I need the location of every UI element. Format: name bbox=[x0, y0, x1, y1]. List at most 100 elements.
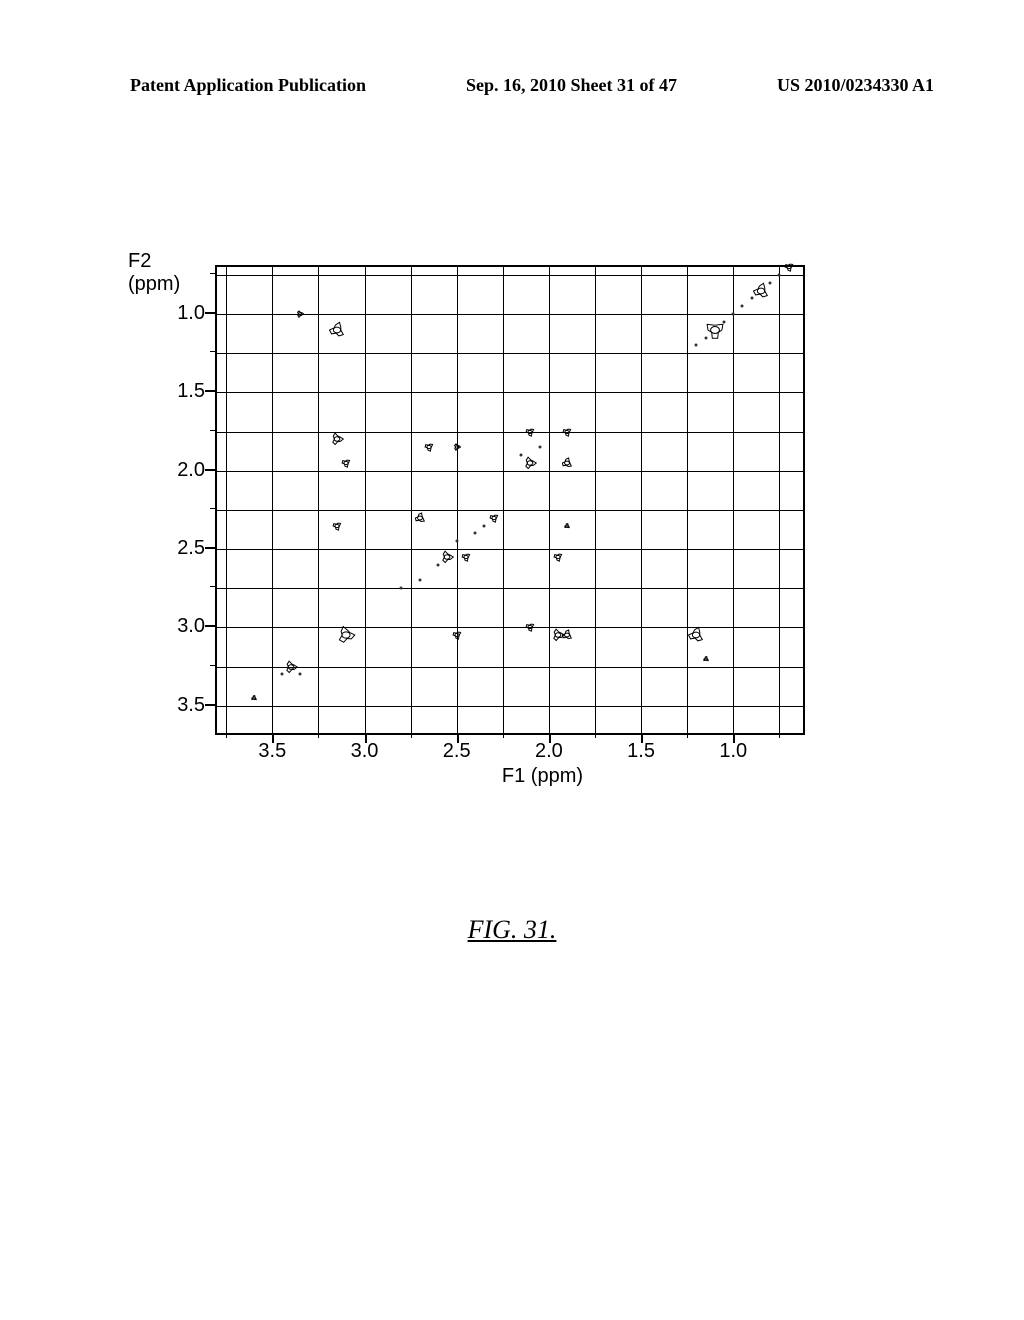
nmr-cross-peak bbox=[453, 443, 461, 451]
nmr-trail-point bbox=[704, 336, 707, 339]
x-tick-minor bbox=[503, 733, 504, 738]
x-tick-label: 3.5 bbox=[258, 740, 286, 763]
grid-line-vertical-minor bbox=[226, 267, 227, 733]
nmr-trail-point bbox=[741, 305, 744, 308]
nmr-cross-peak bbox=[284, 660, 298, 674]
y-axis-label-line1: F2 bbox=[128, 250, 180, 273]
nmr-trail-point bbox=[769, 281, 772, 284]
grid-line-vertical bbox=[549, 267, 550, 733]
nmr-cross-peak bbox=[424, 442, 434, 452]
x-tick bbox=[549, 733, 551, 743]
y-tick-minor bbox=[210, 508, 215, 509]
x-tick-label: 1.5 bbox=[627, 740, 655, 763]
nmr-cross-peak bbox=[296, 310, 304, 318]
nmr-cross-peak bbox=[523, 456, 537, 470]
y-tick-minor bbox=[210, 351, 215, 352]
grid-line-horizontal-minor bbox=[217, 510, 803, 511]
x-tick-label: 1.0 bbox=[719, 740, 747, 763]
nmr-cross-peak bbox=[553, 552, 563, 562]
y-tick-label: 3.0 bbox=[170, 615, 205, 638]
x-tick bbox=[641, 733, 643, 743]
x-tick-minor bbox=[318, 733, 319, 738]
nmr-cross-peak bbox=[251, 695, 257, 701]
y-tick-minor bbox=[210, 586, 215, 587]
plot-area: F1 (ppm) 1.01.52.02.53.03.5 bbox=[215, 265, 805, 735]
nmr-trail-point bbox=[455, 540, 458, 543]
grid-line-vertical-minor bbox=[779, 267, 780, 733]
nmr-cross-peak bbox=[561, 629, 573, 641]
grid-line-horizontal bbox=[217, 471, 803, 472]
nmr-trail-point bbox=[298, 673, 301, 676]
y-tick-label: 2.5 bbox=[170, 537, 205, 560]
grid-line-horizontal-minor bbox=[217, 353, 803, 354]
x-tick-minor bbox=[226, 733, 227, 738]
y-tick bbox=[205, 704, 215, 706]
nmr-cross-peak bbox=[461, 552, 471, 562]
nmr-cross-peak bbox=[330, 432, 344, 446]
nmr-cross-peak bbox=[564, 523, 570, 529]
nmr-cross-peak bbox=[784, 262, 794, 272]
grid-line-horizontal bbox=[217, 627, 803, 628]
nmr-cross-peak bbox=[525, 622, 535, 632]
y-axis-label: F2 (ppm) bbox=[128, 250, 180, 296]
nmr-trail-point bbox=[695, 344, 698, 347]
nmr-trail-point bbox=[723, 320, 726, 323]
x-tick-label: 2.0 bbox=[535, 740, 563, 763]
nmr-cross-peak bbox=[341, 458, 351, 468]
nmr-cross-peak bbox=[687, 626, 705, 644]
x-tick-label: 2.5 bbox=[443, 740, 471, 763]
grid-line-vertical-minor bbox=[687, 267, 688, 733]
x-tick-label: 3.0 bbox=[351, 740, 379, 763]
y-tick bbox=[205, 625, 215, 627]
grid-line-horizontal bbox=[217, 392, 803, 393]
grid-line-horizontal bbox=[217, 549, 803, 550]
nmr-trail-point bbox=[750, 297, 753, 300]
header-publication: Patent Application Publication bbox=[130, 75, 366, 96]
x-tick-minor bbox=[779, 733, 780, 738]
x-tick bbox=[733, 733, 735, 743]
grid-line-horizontal-minor bbox=[217, 588, 803, 589]
nmr-cross-peak bbox=[561, 457, 573, 469]
nmr-cross-peak bbox=[328, 321, 346, 339]
grid-line-vertical-minor bbox=[503, 267, 504, 733]
page-header: Patent Application Publication Sep. 16, … bbox=[130, 75, 934, 96]
x-tick bbox=[457, 733, 459, 743]
nmr-trail-point bbox=[474, 532, 477, 535]
x-tick bbox=[365, 733, 367, 743]
y-tick bbox=[205, 469, 215, 471]
x-tick bbox=[272, 733, 274, 743]
grid-line-vertical-minor bbox=[411, 267, 412, 733]
grid-line-vertical bbox=[272, 267, 273, 733]
nmr-trail-point bbox=[280, 673, 283, 676]
grid-line-horizontal-minor bbox=[217, 432, 803, 433]
nmr-trail-point bbox=[437, 563, 440, 566]
y-tick bbox=[205, 312, 215, 314]
y-tick bbox=[205, 390, 215, 392]
y-tick-minor bbox=[210, 273, 215, 274]
grid-line-horizontal-minor bbox=[217, 275, 803, 276]
y-tick-label: 3.5 bbox=[170, 694, 205, 717]
nmr-cross-peak bbox=[332, 521, 342, 531]
nmr-cross-peak bbox=[336, 625, 356, 645]
x-tick-minor bbox=[687, 733, 688, 738]
grid-line-horizontal-minor bbox=[217, 667, 803, 668]
header-patent-number: US 2010/0234330 A1 bbox=[777, 75, 934, 96]
nmr-cross-peak bbox=[440, 550, 454, 564]
grid-line-horizontal bbox=[217, 314, 803, 315]
grid-line-vertical bbox=[457, 267, 458, 733]
nmr-cross-peak bbox=[414, 512, 426, 524]
grid-line-vertical bbox=[641, 267, 642, 733]
nmr-cross-peak bbox=[703, 656, 709, 662]
grid-line-vertical-minor bbox=[595, 267, 596, 733]
x-tick-minor bbox=[411, 733, 412, 738]
nmr-cross-peak bbox=[562, 427, 572, 437]
nmr-2d-chart: F2 (ppm) F1 (ppm) 1.01.52.02.53.03.5 1.0… bbox=[130, 260, 810, 820]
grid-line-vertical bbox=[365, 267, 366, 733]
y-axis-label-line2: (ppm) bbox=[128, 273, 180, 296]
nmr-trail-point bbox=[483, 524, 486, 527]
nmr-trail-point bbox=[418, 579, 421, 582]
x-axis-label: F1 (ppm) bbox=[502, 765, 583, 788]
nmr-cross-peak bbox=[452, 630, 462, 640]
y-tick bbox=[205, 547, 215, 549]
nmr-trail-point bbox=[778, 273, 781, 276]
